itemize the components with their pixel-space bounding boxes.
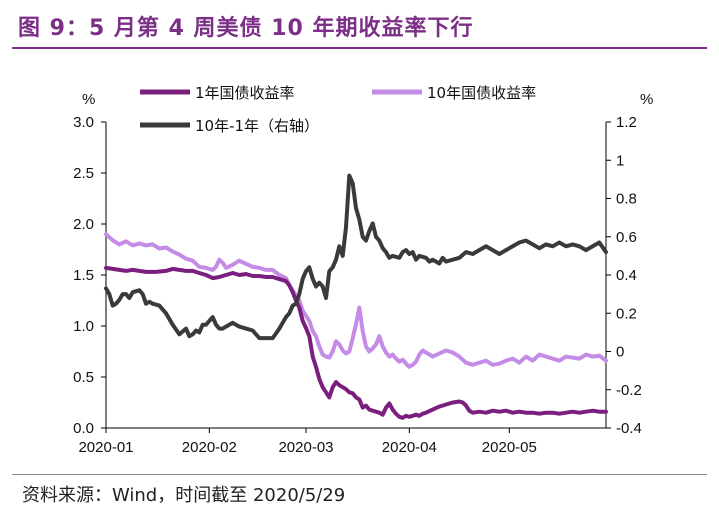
axis-ticks: 0.0 0.5 1.0 1.5 2.0 2.5 3.0 -0.4 -0.2 0 0.2 0.4 0.6 0… <box>73 114 642 456</box>
legend: 1年国债收益率 10年国债收益率 10年-1年（右轴） <box>140 84 536 135</box>
left-tick-label: 1.0 <box>73 318 94 335</box>
right-tick-label: 0.6 <box>616 229 637 246</box>
right-tick-label: -0.2 <box>616 382 642 399</box>
right-tick-label: -0.4 <box>616 420 642 437</box>
left-tick-label: 1.5 <box>73 267 94 284</box>
legend-label-1y: 1年国债收益率 <box>195 84 295 102</box>
chart: % % 0.0 0.5 1.0 1.5 2.0 2.5 3.0 -0.4 -0.2 0 0.2 0.4… <box>73 84 653 456</box>
legend-label-10y: 10年国债收益率 <box>427 84 536 102</box>
left-tick-label: 2.0 <box>73 216 94 233</box>
x-tick-label: 2020-03 <box>278 439 333 456</box>
right-tick-label: 0.4 <box>616 267 637 284</box>
series-line-spread <box>104 173 608 341</box>
right-tick-label: 0 <box>616 344 624 361</box>
left-tick-label: 2.5 <box>73 165 94 182</box>
right-tick-label: 0.8 <box>616 191 637 208</box>
x-tick-label: 2020-01 <box>78 439 133 456</box>
right-tick-label: 1 <box>616 152 624 169</box>
source-note: 资料来源：Wind，时间截至 2020/5/29 <box>22 485 346 506</box>
legend-label-spread: 10年-1年（右轴） <box>195 117 319 135</box>
series-line-1y-yield <box>104 265 608 420</box>
left-tick-label: 0.0 <box>73 420 94 437</box>
chart-title: 图 9：5 月第 4 周美债 10 年期收益率下行 <box>18 16 474 41</box>
left-tick-label: 3.0 <box>73 114 94 131</box>
right-tick-label: 0.2 <box>616 305 637 322</box>
right-unit-label: % <box>640 91 653 108</box>
x-tick-label: 2020-05 <box>482 439 537 456</box>
right-tick-label: 1.2 <box>616 114 637 131</box>
left-unit-label: % <box>82 91 95 108</box>
source-divider <box>12 474 707 475</box>
title-divider <box>12 47 707 49</box>
x-tick-label: 2020-02 <box>182 439 237 456</box>
series-line-10y-yield <box>104 232 608 369</box>
series-lines <box>104 173 608 420</box>
x-tick-label: 2020-04 <box>382 439 437 456</box>
left-tick-label: 0.5 <box>73 369 94 386</box>
